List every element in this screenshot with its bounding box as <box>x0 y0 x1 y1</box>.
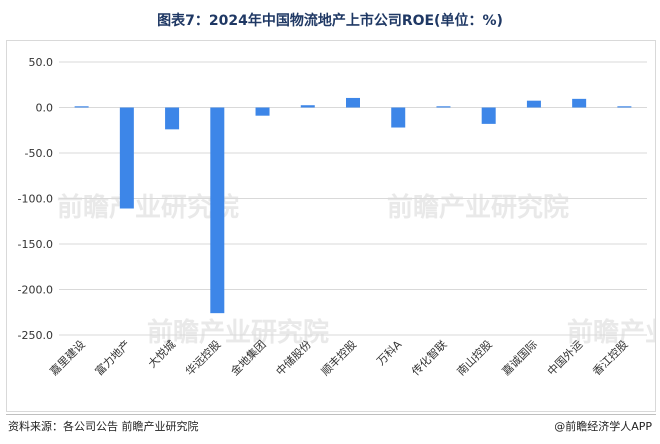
x-tick-label: 嘉里建设 <box>47 337 88 378</box>
bar-1 <box>74 106 89 108</box>
chart-frame: 前瞻产业研究院前瞻产业研究院前瞻产业研究院前瞻产业研究院 50.00.0-50.… <box>6 40 656 412</box>
watermark-text: 前瞻产业研究院 <box>567 317 655 348</box>
y-tick-label: 50.0 <box>29 56 54 69</box>
y-tick-label: -100.0 <box>18 193 53 206</box>
x-tick-label: 万科A <box>374 337 405 368</box>
watermark-text: 前瞻产业研究院 <box>147 317 329 348</box>
bar-6 <box>300 105 315 108</box>
y-tick-label: -50.0 <box>25 147 53 160</box>
brand-note: @前瞻经济学人APP <box>554 420 652 433</box>
x-tick-label: 传化智联 <box>409 337 450 378</box>
watermark-layer: 前瞻产业研究院前瞻产业研究院前瞻产业研究院前瞻产业研究院 <box>57 192 655 348</box>
x-tick-label: 嘉诚国际 <box>499 337 540 378</box>
watermark-text: 前瞻产业研究院 <box>387 192 569 223</box>
bar-13 <box>617 106 632 108</box>
chart-title: 图表7：2024年中国物流地产上市公司ROE(单位：%) <box>157 13 503 29</box>
y-tick-label: -250.0 <box>18 329 53 342</box>
bar-2 <box>119 107 134 209</box>
y-axis-ticks: 50.0 0.0 -50.0 -100.0 -150.0 -200.0 -250.0 <box>18 56 53 342</box>
y-tick-label: 0.0 <box>36 102 54 115</box>
bar-chart: 前瞻产业研究院前瞻产业研究院前瞻产业研究院前瞻产业研究院 50.00.0-50.… <box>18 56 655 378</box>
gridlines <box>59 61 647 336</box>
bar-4 <box>210 107 225 314</box>
bar-9 <box>436 106 451 108</box>
x-tick-label: 富力地产 <box>92 337 133 378</box>
x-axis-labels: 嘉里建设 富力地产 大悦城 华远控股 金地集团 中储股份 顺丰控股 万科A 传化智联 南山控股 嘉诚… <box>47 337 631 378</box>
bars <box>74 97 632 314</box>
bar-8 <box>391 107 406 128</box>
bar-7 <box>346 97 360 108</box>
bar-5 <box>255 107 270 116</box>
footer-divider <box>6 414 656 415</box>
x-tick-label: 中国外运 <box>545 338 585 378</box>
y-tick-label: -150.0 <box>18 238 53 251</box>
bar-10 <box>481 107 496 124</box>
watermark-text: 前瞻产业研究院 <box>57 192 239 223</box>
bar-11 <box>526 100 541 108</box>
source-note: 资料来源：各公司公告 前瞻产业研究院 <box>8 420 199 433</box>
bar-12 <box>572 98 587 108</box>
y-tick-label: -200.0 <box>18 284 53 297</box>
x-tick-label: 南山控股 <box>454 337 495 378</box>
bar-3 <box>165 107 180 130</box>
